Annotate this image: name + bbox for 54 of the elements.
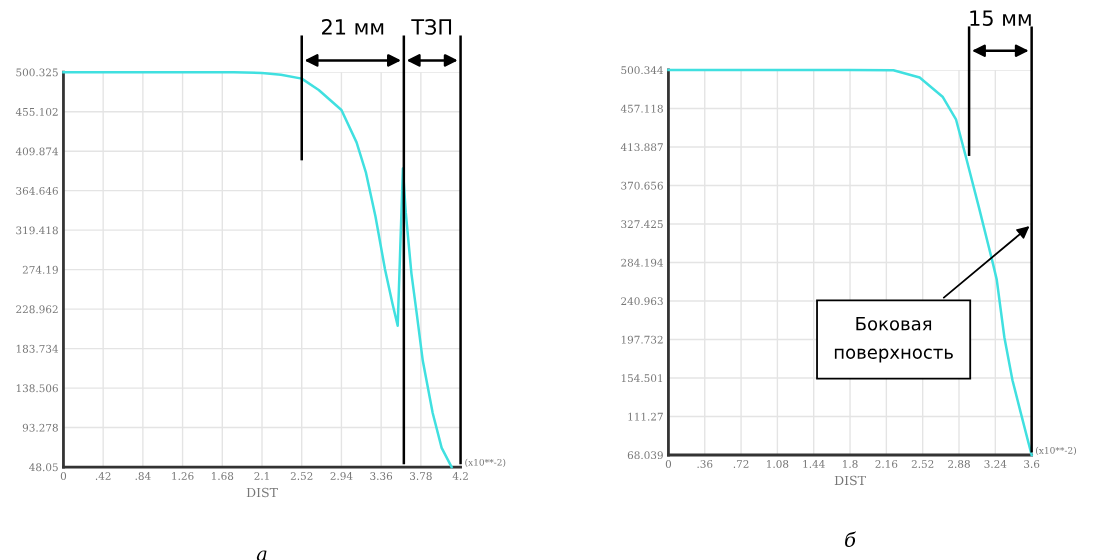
x-tick-label: 3.6 bbox=[1024, 460, 1040, 468]
x-tick-label: 3.36 bbox=[370, 472, 393, 480]
y-tick-label: 68.039 bbox=[627, 451, 663, 460]
x-tick-label: 2.52 bbox=[911, 460, 934, 468]
x-tick-label: 2.16 bbox=[875, 460, 898, 468]
y-tick-label: 154.501 bbox=[621, 374, 663, 383]
annotation: Боковая поверхность bbox=[834, 317, 953, 363]
y-tick-label: 183.734 bbox=[16, 344, 59, 353]
y-tick-label: 370.656 bbox=[621, 181, 663, 190]
x-tick-label: 3.24 bbox=[984, 460, 1007, 468]
text: 21 мм bbox=[322, 19, 384, 35]
x-tick-label: .84 bbox=[135, 472, 151, 480]
y-tick-label: 228.962 bbox=[16, 305, 58, 314]
y-tick-label: 111.27 bbox=[628, 412, 663, 421]
x-tick-label: 2.94 bbox=[330, 472, 353, 480]
x-tick-label: 1.8 bbox=[843, 460, 858, 468]
y-tick-label: 500.325 bbox=[16, 68, 58, 77]
text: ТЗП bbox=[411, 19, 452, 35]
x-axis-title: DIST bbox=[246, 487, 278, 498]
text: (x10**-2) bbox=[1035, 446, 1077, 456]
y-tick-label: 284.194 bbox=[621, 258, 664, 267]
x-tick-label: .36 bbox=[697, 460, 713, 468]
y-tick-label: 413.887 bbox=[620, 143, 663, 152]
y-tick-label: 327.425 bbox=[621, 220, 663, 229]
x-tick-label: 2.52 bbox=[290, 472, 313, 480]
x-tick-label: 1.68 bbox=[211, 472, 234, 480]
y-tick-label: 93.278 bbox=[22, 423, 58, 432]
x-tick-label: 2.1 bbox=[254, 472, 269, 480]
x-tick-label: 1.08 bbox=[767, 460, 789, 468]
y-tick-label: 457.118 bbox=[620, 104, 663, 113]
x-tick-label: 0 bbox=[60, 472, 67, 480]
x-tick-label: .42 bbox=[95, 472, 111, 480]
text: (x10**-2) bbox=[465, 458, 506, 467]
x-axis-title: DIST bbox=[834, 475, 866, 486]
x-tick-label: .72 bbox=[733, 460, 749, 468]
x-tick-label: 4.2 bbox=[452, 472, 468, 480]
line-series bbox=[667, 68, 1033, 457]
y-tick-label: 364.646 bbox=[16, 186, 58, 195]
x-tick-label: 3.78 bbox=[410, 472, 432, 480]
y-tick-label: 319.418 bbox=[16, 226, 58, 235]
y-tick-label: 455.102 bbox=[15, 107, 58, 116]
y-tick-label: 240.963 bbox=[621, 297, 663, 306]
text: б bbox=[845, 531, 857, 548]
text: 15 мм bbox=[970, 10, 1031, 26]
y-tick-label: 409.874 bbox=[15, 147, 59, 156]
x-tick-label: 2.88 bbox=[948, 460, 970, 468]
x-tick-label: 1.26 bbox=[172, 472, 194, 480]
y-tick-label: 138.506 bbox=[16, 384, 58, 393]
y-tick-label: 48.05 bbox=[29, 463, 58, 472]
y-tick-label: 197.732 bbox=[621, 335, 663, 344]
y-tick-label: 500.344 bbox=[621, 66, 664, 75]
y-tick-label: 274.19 bbox=[22, 265, 58, 274]
x-tick-label: 1.44 bbox=[803, 460, 825, 468]
x-tick-label: 0 bbox=[665, 460, 672, 468]
